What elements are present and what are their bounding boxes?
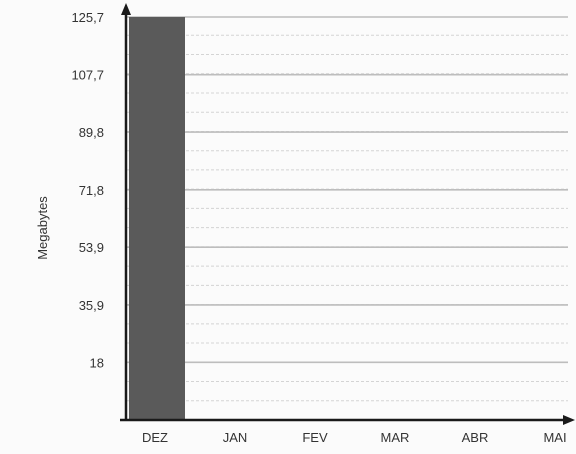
x-tick-label: FEV bbox=[302, 430, 328, 445]
x-tick-labels: DEZ JAN FEV MAR ABR MAI bbox=[142, 430, 567, 445]
bar-layer bbox=[129, 17, 185, 420]
x-tick-label: MAR bbox=[381, 430, 410, 445]
x-tick-label: DEZ bbox=[142, 430, 168, 445]
y-axis-arrow-icon bbox=[121, 3, 131, 15]
y-tick-label: 89,8 bbox=[79, 125, 104, 140]
bar-dez bbox=[129, 17, 185, 420]
y-tick-label: 18 bbox=[90, 355, 104, 370]
y-tick-label: 125,7 bbox=[71, 10, 104, 25]
x-tick-label: ABR bbox=[462, 430, 489, 445]
y-tick-label: 53,9 bbox=[79, 240, 104, 255]
grid-layer bbox=[126, 16, 568, 421]
y-tick-label: 35,9 bbox=[79, 298, 104, 313]
y-tick-label: 71,8 bbox=[79, 183, 104, 198]
x-tick-label: JAN bbox=[223, 430, 248, 445]
y-axis-label: Megabytes bbox=[35, 196, 50, 260]
x-tick-label: MAI bbox=[543, 430, 566, 445]
x-axis-arrow-icon bbox=[563, 415, 575, 425]
y-tick-label: 107,7 bbox=[71, 68, 104, 83]
y-tick-labels: 125,7 107,7 89,8 71,8 53,9 35,9 18 bbox=[71, 10, 104, 370]
axis-layer bbox=[120, 3, 575, 425]
